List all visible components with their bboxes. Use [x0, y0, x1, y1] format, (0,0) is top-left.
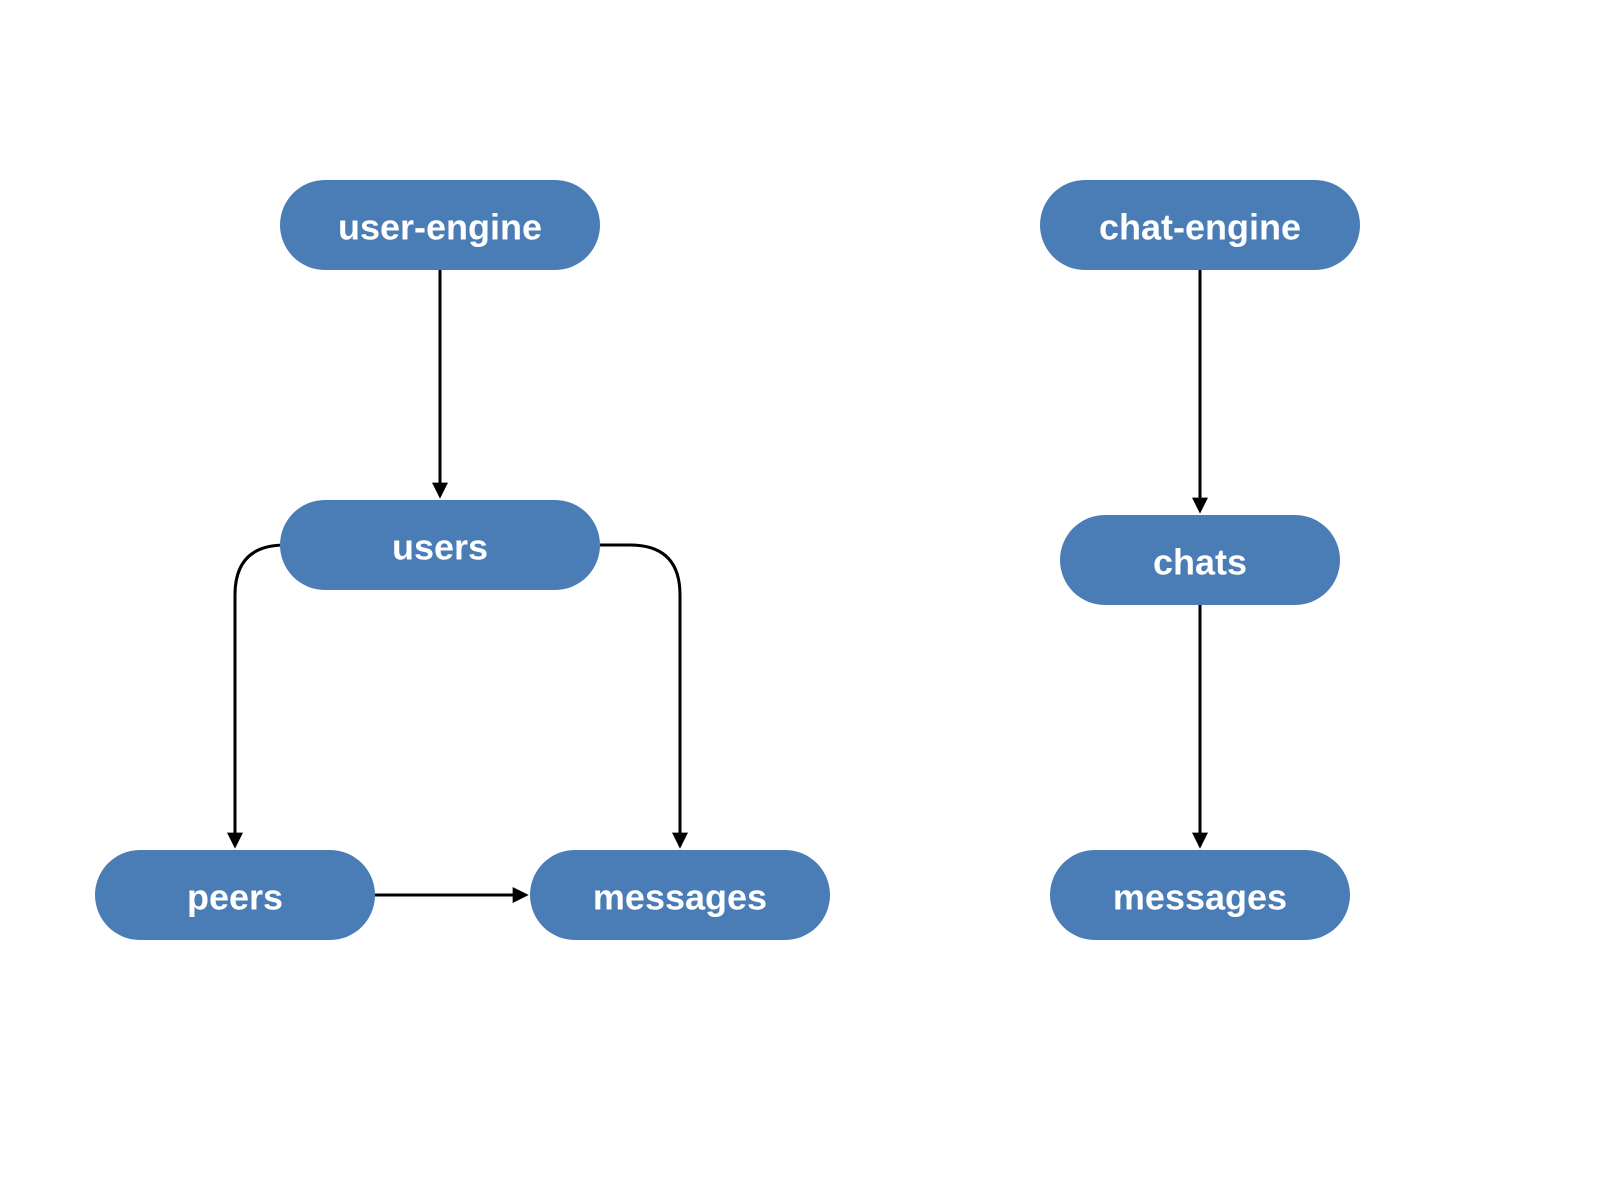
node-messages2: messages — [1050, 850, 1350, 940]
node-messages1: messages — [530, 850, 830, 940]
node-user-engine: user-engine — [280, 180, 600, 270]
diagram-canvas: user-engine users peers messages chat-engine… — [0, 0, 1600, 1200]
nodes-layer: user-engine users peers messages chat-engine… — [95, 180, 1360, 940]
node-chat-engine-label: chat-engine — [1099, 207, 1301, 248]
edge-users-to-peers — [235, 545, 285, 846]
node-user-engine-label: user-engine — [338, 207, 542, 248]
edge-users-to-messages1 — [600, 545, 680, 846]
node-peers: peers — [95, 850, 375, 940]
node-messages1-label: messages — [593, 877, 767, 918]
node-users-label: users — [392, 527, 488, 568]
node-users: users — [280, 500, 600, 590]
node-chats-label: chats — [1153, 542, 1247, 583]
node-messages2-label: messages — [1113, 877, 1287, 918]
node-chats: chats — [1060, 515, 1340, 605]
node-chat-engine: chat-engine — [1040, 180, 1360, 270]
node-peers-label: peers — [187, 877, 283, 918]
